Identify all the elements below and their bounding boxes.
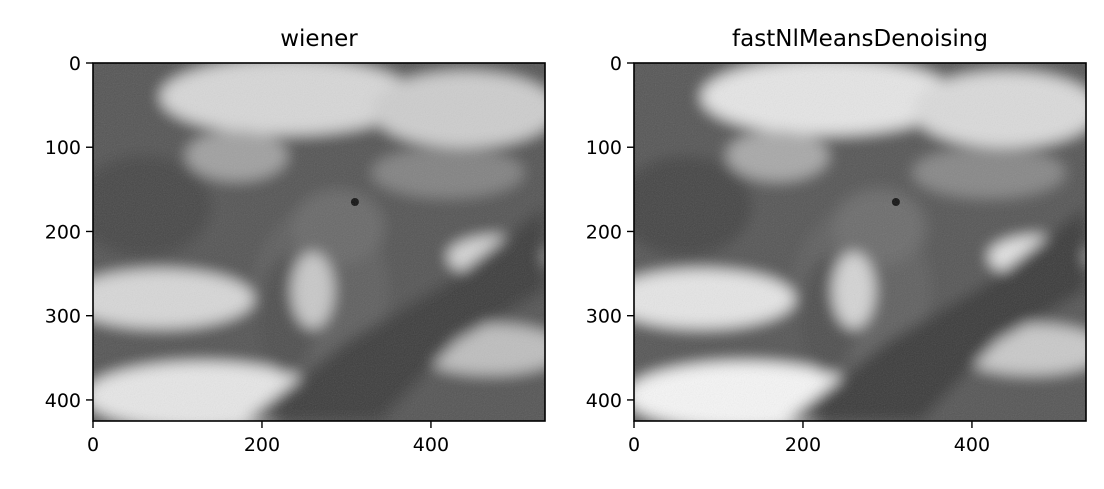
- x-tick-label: 200: [244, 434, 280, 456]
- y-tick-label: 0: [610, 53, 622, 75]
- image: [634, 63, 1086, 421]
- subplot-title: fastNlMeansDenoising: [732, 26, 988, 52]
- x-tick-label: 400: [413, 434, 449, 456]
- subplot-2: fastNlMeansDenoising 0 200 400 0 100 200 300 400: [586, 26, 1087, 456]
- y-tick-label: 0: [69, 53, 81, 75]
- x-tick-label: 0: [87, 434, 99, 456]
- axes-frame: [92, 62, 546, 422]
- y-tick-label: 400: [586, 390, 622, 412]
- x-tick-label: 400: [954, 434, 990, 456]
- y-tick-label: 100: [586, 137, 622, 159]
- subplot-title: wiener: [280, 26, 358, 52]
- y-tick-label: 200: [45, 221, 81, 243]
- x-tick-label: 0: [628, 434, 640, 456]
- x-tick-label: 200: [785, 434, 821, 456]
- image: [93, 63, 545, 421]
- subplot-1: wiener 0 200 400 0 100 200 300 400: [45, 26, 546, 456]
- y-tick-label: 300: [586, 306, 622, 328]
- y-tick-label: 200: [586, 221, 622, 243]
- y-tick-label: 100: [45, 137, 81, 159]
- axes-frame: [633, 62, 1087, 422]
- y-tick-label: 300: [45, 306, 81, 328]
- y-tick-label: 400: [45, 390, 81, 412]
